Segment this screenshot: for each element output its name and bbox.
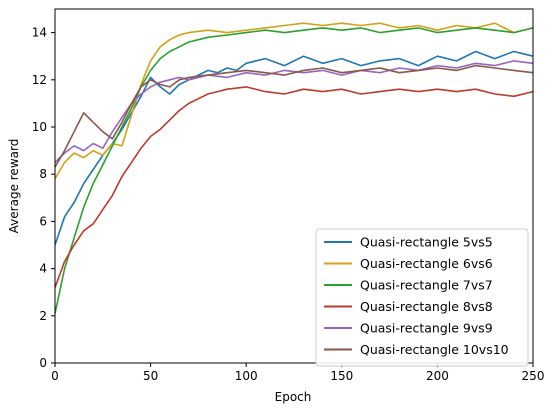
legend-label-1: Quasi-rectangle 5vs5: [360, 235, 493, 250]
y-tick-label: 6: [39, 214, 47, 228]
y-tick-label: 4: [39, 262, 47, 276]
x-tick-label: 150: [330, 369, 353, 383]
series-line-4: [54, 86, 534, 288]
series-line-6: [54, 64, 534, 168]
legend-label-4: Quasi-rectangle 8vs8: [360, 299, 493, 314]
x-tick-label: 200: [426, 369, 449, 383]
legend-label-6: Quasi-rectangle 10vs10: [360, 342, 509, 357]
series-line-5: [54, 60, 534, 163]
x-axis-title: Epoch: [275, 390, 312, 404]
y-axis-title: Average reward: [7, 139, 21, 234]
series-line-2: [54, 22, 534, 180]
x-tick-label: 100: [235, 369, 258, 383]
y-tick-label: 8: [39, 167, 47, 181]
x-tick-label: 50: [143, 369, 158, 383]
legend-label-2: Quasi-rectangle 6vs6: [360, 256, 493, 271]
legend-label-3: Quasi-rectangle 7vs7: [360, 278, 493, 293]
series-layer: [54, 22, 534, 314]
y-tick-label: 0: [39, 356, 47, 370]
axes-layer: 0 50 100 150 200 250 0 2 4 6 8 10 12 14: [32, 8, 545, 383]
y-tick-label: 12: [32, 73, 47, 87]
y-tick-label: 2: [39, 309, 47, 323]
x-tick-label: 0: [51, 369, 59, 383]
legend-box: [315, 228, 529, 367]
series-line-3: [54, 27, 534, 314]
y-tick-label: 14: [32, 26, 47, 40]
legend: Quasi-rectangle 5vs5 Quasi-rectangle 6vs6…: [315, 228, 529, 367]
legend-label-5: Quasi-rectangle 9vs9: [360, 321, 493, 336]
y-tick-label: 10: [32, 120, 47, 134]
x-tick-label: 250: [522, 369, 545, 383]
plot-frame: [54, 8, 534, 364]
